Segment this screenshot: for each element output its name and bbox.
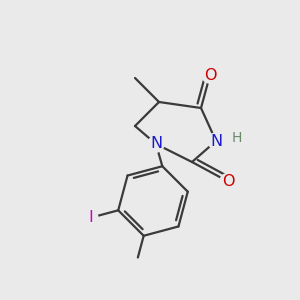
Text: I: I xyxy=(88,210,93,225)
Text: O: O xyxy=(204,68,216,82)
Text: N: N xyxy=(150,136,162,152)
Circle shape xyxy=(208,133,224,149)
Circle shape xyxy=(148,136,164,152)
Circle shape xyxy=(202,67,218,83)
Text: N: N xyxy=(210,134,222,148)
Text: H: H xyxy=(232,131,242,145)
Circle shape xyxy=(83,211,98,225)
Text: O: O xyxy=(222,174,234,189)
Circle shape xyxy=(220,173,236,190)
